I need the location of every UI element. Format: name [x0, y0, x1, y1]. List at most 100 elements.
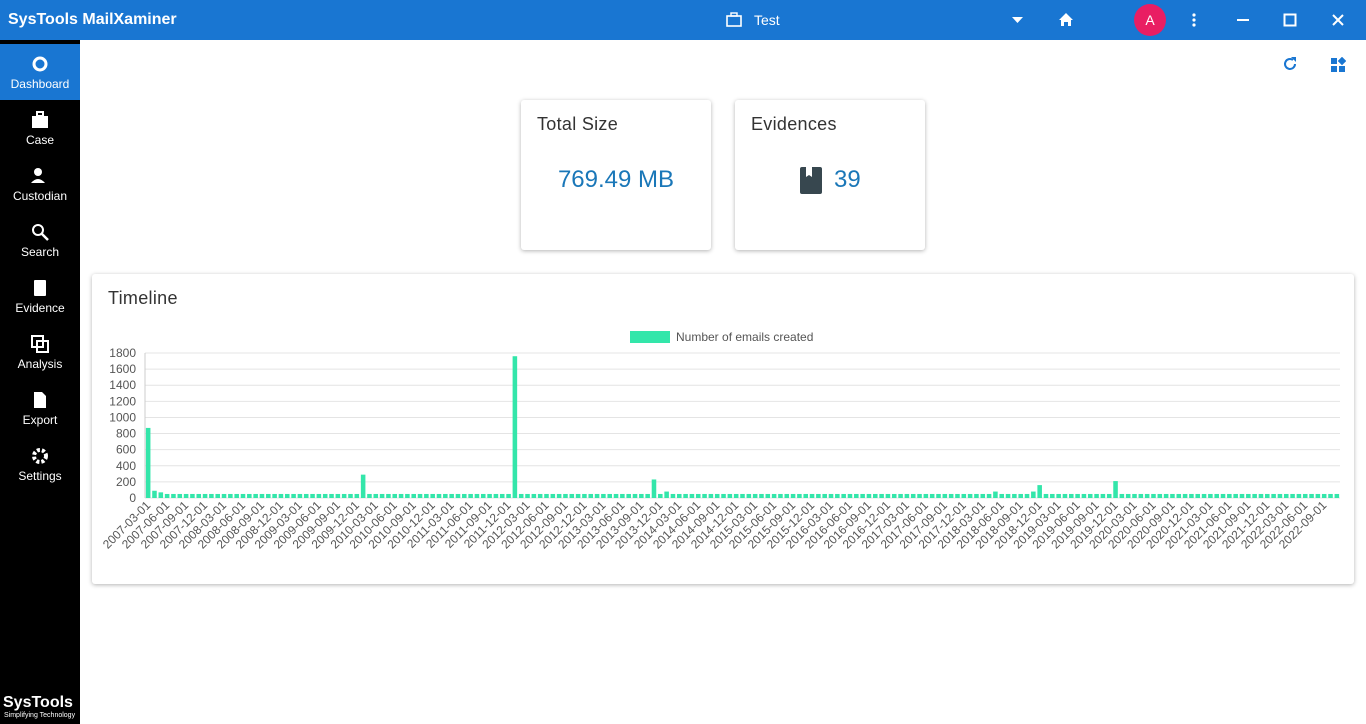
- bar: [695, 493, 701, 498]
- bar: [537, 493, 543, 498]
- nav-item[interactable]: Evidence: [0, 268, 80, 324]
- bar: [974, 493, 979, 498]
- maximize[interactable]: [1283, 13, 1297, 27]
- bar: [639, 493, 644, 498]
- bar: [676, 493, 682, 498]
- bar: [733, 493, 739, 498]
- bar: [1283, 493, 1289, 498]
- minimize[interactable]: [1236, 13, 1250, 27]
- bar: [341, 493, 347, 498]
- y-tick-label: 1800: [109, 346, 136, 360]
- refresh-icon[interactable]: [1281, 55, 1299, 73]
- nav-item[interactable]: Dashboard: [0, 44, 80, 100]
- bar: [993, 491, 998, 498]
- avatar[interactable]: A: [1134, 4, 1166, 36]
- bar: [1176, 493, 1182, 498]
- bar: [1290, 493, 1295, 498]
- bar: [367, 493, 372, 498]
- bar: [740, 493, 745, 498]
- home-icon[interactable]: [1058, 12, 1074, 28]
- bar: [405, 493, 410, 498]
- bar: [1265, 493, 1270, 498]
- nav-item[interactable]: Custodian: [0, 156, 80, 212]
- bar: [1119, 493, 1125, 498]
- bar: [228, 493, 233, 498]
- bar: [531, 493, 537, 498]
- close[interactable]: [1331, 13, 1345, 27]
- nav-item[interactable]: Case: [0, 100, 80, 156]
- bar: [221, 493, 227, 498]
- bar: [1170, 493, 1175, 498]
- bar: [809, 493, 815, 498]
- bar: [822, 493, 827, 498]
- bar: [847, 493, 853, 498]
- bar: [398, 493, 404, 498]
- bar: [575, 493, 581, 498]
- timeline-card: Timeline 0 200 400 600 800 1000 1200 1400 1600 18…: [92, 274, 1354, 584]
- bar: [424, 493, 429, 498]
- bar: [601, 493, 606, 498]
- bar: [240, 493, 246, 498]
- bar: [904, 493, 910, 498]
- nav-item[interactable]: Export: [0, 380, 80, 436]
- bar: [746, 493, 752, 498]
- bar: [171, 493, 176, 498]
- y-tick-label: 1600: [109, 362, 136, 376]
- y-tick-label: 800: [116, 427, 136, 441]
- bar: [443, 493, 448, 498]
- icon: [32, 448, 48, 464]
- bar: [1208, 493, 1213, 498]
- bar: [1220, 493, 1226, 498]
- nav-label: Case: [25, 133, 54, 147]
- nav-item[interactable]: Settings: [0, 436, 80, 492]
- chart: 0 200 400 600 800 1000 1200 1400 1600 1800 Number …: [100, 330, 1340, 552]
- nav-item[interactable]: Search: [0, 212, 80, 268]
- sidebar: Dashboard Case Custodian Search Evidence…: [0, 40, 80, 724]
- bar: [594, 493, 600, 498]
- bar: [1163, 493, 1169, 498]
- bar: [348, 493, 353, 498]
- bar: [714, 493, 720, 498]
- bar: [455, 493, 461, 498]
- bar: [961, 493, 967, 498]
- bar: [316, 493, 322, 498]
- bar: [841, 493, 846, 498]
- bar: [202, 493, 208, 498]
- y-tick-label: 1200: [109, 394, 136, 408]
- nav-label: Evidence: [15, 301, 65, 315]
- nav-label: Custodian: [12, 189, 68, 203]
- bar: [278, 493, 284, 498]
- nav-item[interactable]: Analysis: [0, 324, 80, 380]
- bar: [1151, 493, 1156, 498]
- bar: [771, 493, 777, 498]
- bar: [518, 493, 524, 498]
- y-tick-label: 200: [116, 475, 136, 489]
- bar: [322, 493, 328, 498]
- bar: [1201, 493, 1207, 498]
- bar: [891, 493, 897, 498]
- bar: [1321, 493, 1327, 498]
- bar: [436, 493, 442, 498]
- case-name[interactable]: Test: [754, 12, 780, 28]
- bar: [613, 493, 619, 498]
- bar: [651, 479, 657, 498]
- icon: [31, 335, 49, 353]
- bar: [1075, 493, 1080, 498]
- bar: [765, 493, 771, 498]
- bar: [379, 493, 385, 498]
- bar: [1144, 493, 1150, 498]
- bar: [266, 493, 271, 498]
- dropdown-icon[interactable]: [1012, 16, 1024, 24]
- bar: [1069, 493, 1074, 498]
- bar: [923, 493, 929, 498]
- bar: [1271, 493, 1276, 498]
- menu-icon[interactable]: [1190, 12, 1198, 28]
- bar: [1315, 493, 1321, 498]
- bar: [487, 493, 492, 498]
- bar: [1246, 493, 1251, 498]
- bar: [247, 493, 252, 498]
- card: Total Size 769.49 MB: [521, 100, 711, 250]
- bar: [525, 493, 530, 498]
- layout-icon[interactable]: [1330, 57, 1346, 73]
